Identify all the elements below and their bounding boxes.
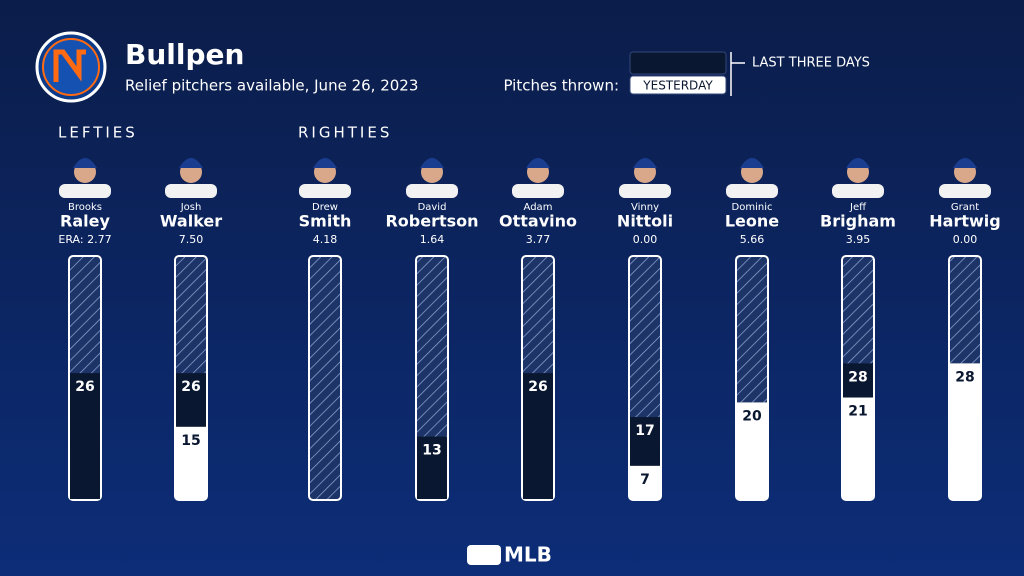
legend-label: YESTERDAY <box>642 79 713 93</box>
cap <box>633 158 657 168</box>
last-name: Smith <box>299 212 352 231</box>
value-label: 7 <box>640 472 650 488</box>
era: 0.00 <box>633 233 658 246</box>
jersey <box>512 184 564 198</box>
group-label: LEFTIES <box>58 124 138 142</box>
value-label: 17 <box>635 423 654 439</box>
era: 7.50 <box>179 233 204 246</box>
legend-label: LAST THREE DAYS <box>752 56 870 71</box>
jersey <box>619 184 671 198</box>
bar-last-three-days <box>417 436 447 499</box>
value-label: 21 <box>848 404 867 420</box>
subtitle: Relief pitchers available, June 26, 2023 <box>125 77 418 95</box>
last-name: Ottavino <box>499 212 577 231</box>
value-label: 26 <box>75 379 94 395</box>
value-label: 13 <box>422 443 441 459</box>
bar-yesterday <box>950 363 980 499</box>
jersey <box>726 184 778 198</box>
cap <box>526 158 550 168</box>
jersey <box>165 184 217 198</box>
last-name: Nittoli <box>617 212 673 231</box>
jersey <box>299 184 351 198</box>
player-photo <box>939 158 991 198</box>
cap <box>953 158 977 168</box>
last-name: Hartwig <box>929 212 1000 231</box>
era: 4.18 <box>313 233 338 246</box>
last-name: Robertson <box>385 212 478 231</box>
jersey <box>939 184 991 198</box>
bar-track <box>308 255 342 501</box>
value-label: 26 <box>181 379 200 395</box>
player-photo <box>512 158 564 198</box>
first-name: Adam <box>524 202 553 213</box>
last-name: Raley <box>60 212 110 231</box>
era: 3.95 <box>846 233 871 246</box>
first-name: Jeff <box>849 202 867 213</box>
player-photo <box>619 158 671 198</box>
player-photo <box>832 158 884 198</box>
first-name: Grant <box>951 202 979 213</box>
player-photo <box>59 158 111 198</box>
bar-yesterday <box>176 426 206 499</box>
era: 1.64 <box>420 233 445 246</box>
mlb-logo: MLB <box>467 543 552 567</box>
bar-yesterday <box>630 465 660 499</box>
jersey <box>59 184 111 198</box>
first-name: David <box>418 202 447 213</box>
first-name: Brooks <box>68 202 102 213</box>
legend-swatch <box>629 51 727 75</box>
bar-yesterday <box>737 402 767 499</box>
era: 0.00 <box>953 233 978 246</box>
value-label: 28 <box>848 369 867 385</box>
player-photo <box>406 158 458 198</box>
first-name: Drew <box>312 202 338 213</box>
era: 3.77 <box>526 233 551 246</box>
jersey <box>406 184 458 198</box>
player-photo <box>299 158 351 198</box>
last-name: Walker <box>160 212 222 231</box>
footer: MLB <box>504 543 552 567</box>
value-label: 28 <box>955 369 974 385</box>
cap <box>313 158 337 168</box>
first-name: Vinny <box>631 202 659 213</box>
era: ERA: 2.77 <box>58 233 111 246</box>
value-label: 26 <box>528 379 547 395</box>
era: 5.66 <box>740 233 765 246</box>
cap <box>740 158 764 168</box>
legend-swatch <box>629 75 727 95</box>
title: Bullpen <box>125 38 244 71</box>
bar-last-three-days <box>523 373 553 499</box>
bar-last-three-days <box>70 373 100 499</box>
first-name: Josh <box>180 202 202 213</box>
player-photo <box>726 158 778 198</box>
jersey <box>832 184 884 198</box>
value-label: 15 <box>181 433 200 449</box>
last-name: Brigham <box>820 212 896 231</box>
value-label: 20 <box>742 408 762 424</box>
cap <box>420 158 444 168</box>
bar-yesterday <box>843 397 873 499</box>
last-name: Leone <box>725 212 779 231</box>
cap <box>73 158 97 168</box>
player-photo <box>165 158 217 198</box>
cap <box>846 158 870 168</box>
cap <box>179 158 203 168</box>
legend-title: Pitches thrown: <box>503 77 619 95</box>
team-logo <box>35 31 107 103</box>
first-name: Dominic <box>732 202 773 213</box>
group-label: RIGHTIES <box>298 124 392 142</box>
